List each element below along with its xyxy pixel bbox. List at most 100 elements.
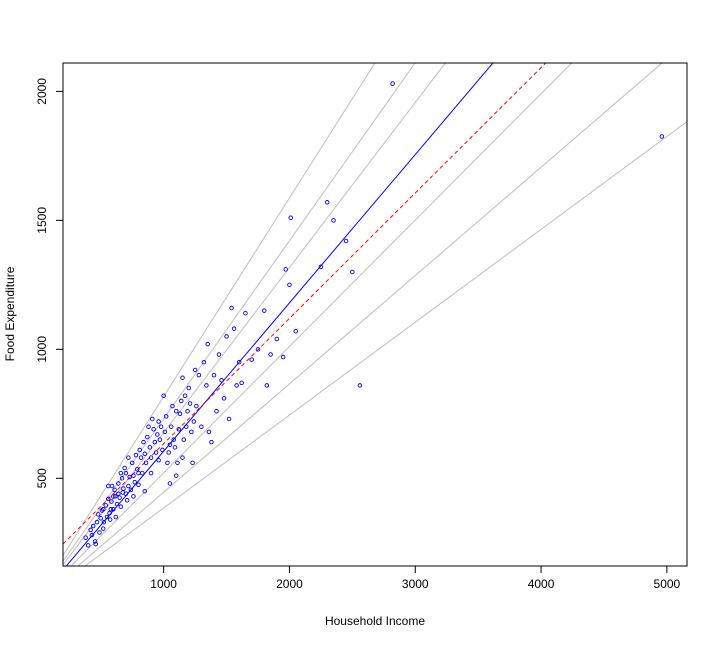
data-point [191, 419, 197, 424]
data-point [98, 516, 103, 521]
quantile-line-1 [63, 63, 416, 562]
data-point [101, 526, 106, 531]
data-point [118, 504, 124, 509]
data-point [122, 465, 127, 471]
data-point [205, 341, 210, 347]
data-point [85, 543, 91, 548]
data-point [128, 487, 134, 493]
data-point [165, 460, 170, 466]
data-point [107, 517, 113, 522]
data-point [192, 367, 198, 373]
data-point [106, 483, 111, 489]
x-tick-label: 3000 [402, 577, 429, 591]
data-point [180, 455, 185, 460]
y-axis-title: Food Expenditure [3, 266, 17, 361]
fit-lines-layer [63, 63, 687, 566]
data-point [107, 510, 112, 516]
data-point [133, 452, 139, 458]
data-point [156, 457, 161, 463]
x-tick-label: 1000 [150, 577, 177, 591]
data-point [141, 439, 146, 445]
data-point [146, 424, 151, 429]
data-point [293, 329, 298, 334]
mean-fit-line [63, 63, 547, 545]
data-point [158, 424, 164, 429]
data-point [229, 305, 234, 311]
data-point [111, 494, 116, 499]
data-point [117, 495, 122, 500]
data-point [177, 411, 183, 417]
plot-frame [62, 62, 688, 567]
data-point [127, 474, 132, 480]
data-point [196, 372, 202, 378]
data-point [331, 218, 336, 223]
data-point [161, 393, 166, 399]
data-point [93, 541, 98, 547]
quantile-line-6 [77, 63, 663, 566]
data-point [121, 486, 126, 491]
quantile-line-5 [70, 63, 573, 566]
data-point [111, 507, 116, 512]
data-point [108, 507, 114, 512]
data-point [160, 447, 165, 453]
data-point [324, 200, 330, 205]
data-point [142, 451, 148, 457]
data-point [390, 81, 395, 86]
data-point [112, 494, 118, 499]
data-point [129, 460, 135, 466]
data-point [114, 501, 120, 507]
data-point [116, 481, 121, 486]
data-point [206, 429, 212, 435]
data-point [112, 487, 117, 493]
data-point [88, 527, 93, 533]
data-point [343, 238, 349, 244]
data-point [219, 378, 224, 383]
data-point [357, 383, 363, 388]
data-point [187, 401, 193, 406]
data-point [236, 359, 242, 365]
data-point [113, 514, 119, 520]
y-tick-label: 2000 [35, 78, 49, 105]
data-point [201, 359, 207, 365]
data-point [150, 416, 155, 422]
data-point [134, 467, 140, 472]
data-point [264, 383, 270, 388]
data-point [143, 460, 149, 466]
data-point [142, 488, 148, 494]
data-point [186, 385, 192, 391]
data-point [231, 326, 237, 331]
data-point [194, 403, 199, 409]
data-point [131, 494, 136, 499]
data-point [280, 354, 286, 360]
data-point [262, 308, 267, 313]
data-point [190, 460, 195, 466]
data-point [226, 416, 232, 422]
data-point [123, 470, 129, 476]
data-point [151, 427, 156, 432]
data-point [94, 519, 100, 525]
data-point [234, 383, 239, 388]
data-point [172, 445, 178, 450]
data-point [171, 437, 176, 442]
data-point [318, 264, 324, 270]
data-point [90, 523, 96, 529]
data-point [132, 479, 137, 485]
data-point [182, 393, 188, 399]
data-point [224, 334, 229, 339]
data-point [288, 215, 293, 221]
data-point [268, 352, 273, 357]
data-point [153, 450, 159, 455]
data-point [350, 269, 355, 275]
data-point [175, 460, 180, 466]
quantile-line-0 [63, 63, 376, 556]
x-tick-label: 5000 [654, 577, 681, 591]
data-point [145, 434, 150, 440]
data-point [89, 532, 95, 538]
y-axis: 500 1000 1500 2000 [35, 78, 63, 488]
data-point [255, 347, 261, 352]
data-point [126, 483, 131, 489]
data-point [109, 483, 115, 489]
data-point [221, 396, 227, 401]
data-point [92, 539, 98, 544]
quantile-line-7 [84, 121, 687, 566]
